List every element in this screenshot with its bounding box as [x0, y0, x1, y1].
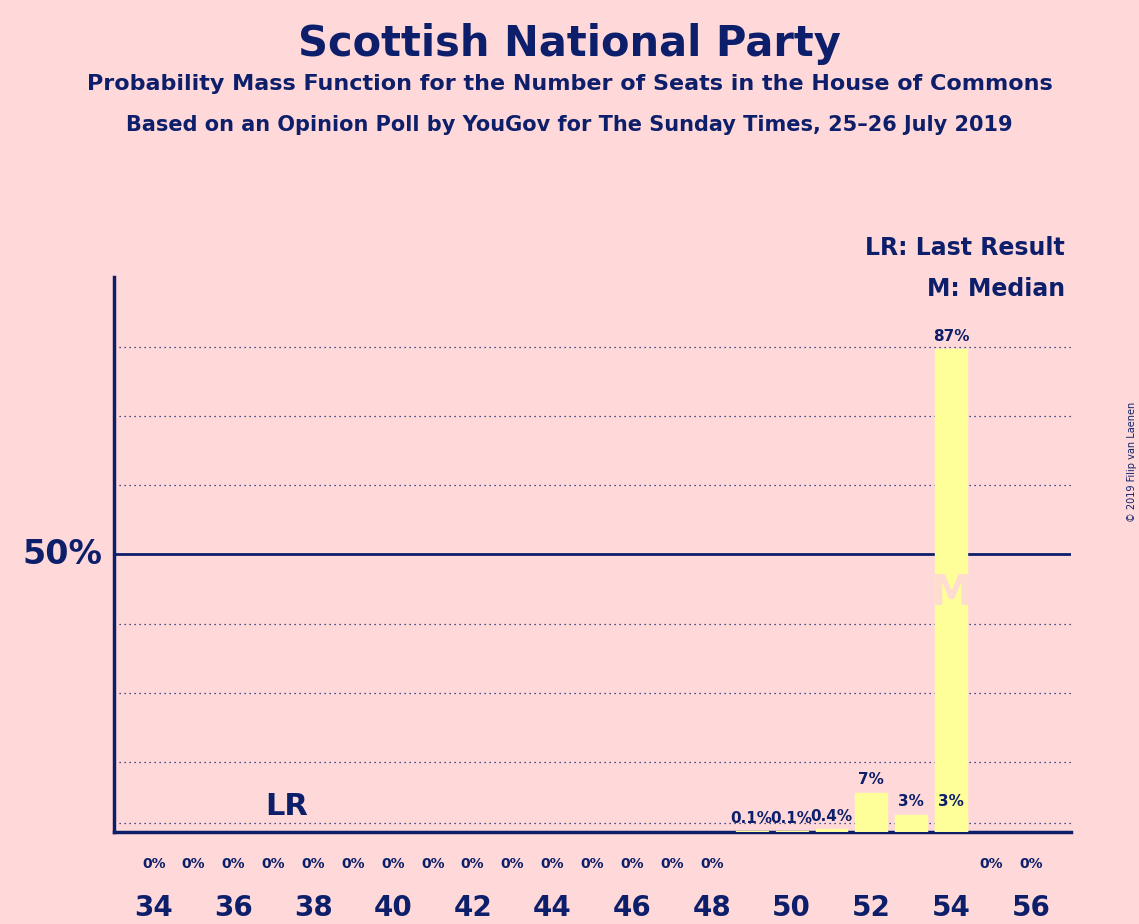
Text: 0.4%: 0.4% [811, 808, 852, 824]
Text: M: Median: M: Median [927, 277, 1065, 301]
Text: Probability Mass Function for the Number of Seats in the House of Commons: Probability Mass Function for the Number… [87, 74, 1052, 94]
Text: 0%: 0% [182, 857, 205, 870]
Text: © 2019 Filip van Laenen: © 2019 Filip van Laenen [1126, 402, 1137, 522]
Bar [855, 793, 887, 832]
Text: 0%: 0% [262, 857, 285, 870]
Text: 50%: 50% [22, 538, 103, 571]
Text: 0.1%: 0.1% [771, 810, 812, 825]
Text: 0%: 0% [621, 857, 644, 870]
Text: 0%: 0% [461, 857, 484, 870]
Bar [816, 830, 847, 832]
Text: 0%: 0% [661, 857, 683, 870]
Text: 0%: 0% [541, 857, 564, 870]
Text: 87%: 87% [933, 329, 969, 344]
Text: 0%: 0% [142, 857, 165, 870]
Text: 0%: 0% [700, 857, 723, 870]
Text: 0.1%: 0.1% [731, 810, 772, 825]
Text: LR: Last Result: LR: Last Result [866, 236, 1065, 260]
Text: Scottish National Party: Scottish National Party [298, 23, 841, 65]
Text: 0%: 0% [302, 857, 325, 870]
Text: M: M [931, 572, 972, 614]
Text: 3%: 3% [899, 795, 924, 809]
Text: 3%: 3% [939, 795, 964, 809]
Text: 7%: 7% [859, 772, 884, 787]
Text: 0%: 0% [1019, 857, 1042, 870]
Text: LR: LR [265, 792, 309, 821]
Text: 0%: 0% [581, 857, 604, 870]
Text: 0%: 0% [222, 857, 245, 870]
Text: 0%: 0% [382, 857, 404, 870]
Text: Based on an Opinion Poll by YouGov for The Sunday Times, 25–26 July 2019: Based on an Opinion Poll by YouGov for T… [126, 115, 1013, 135]
Bar [935, 349, 967, 832]
Bar [935, 815, 967, 832]
Text: 0%: 0% [501, 857, 524, 870]
Text: 0%: 0% [421, 857, 444, 870]
Bar [895, 815, 927, 832]
Text: 0%: 0% [342, 857, 364, 870]
Text: 0%: 0% [980, 857, 1002, 870]
